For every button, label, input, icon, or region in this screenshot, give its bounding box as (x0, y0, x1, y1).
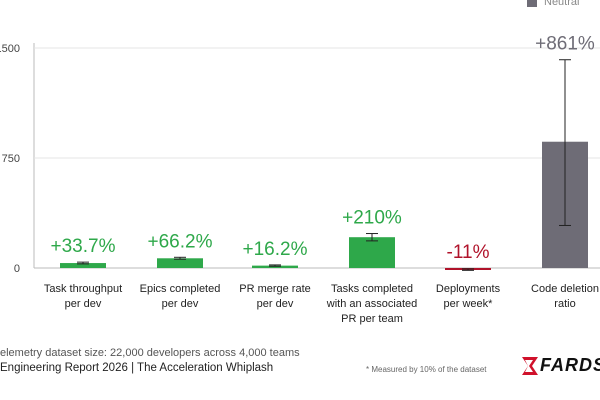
y-tick-label: 0 (14, 263, 20, 275)
data-label: +210% (342, 208, 402, 229)
data-label: +33.7% (51, 236, 116, 257)
footnote: * Measured by 10% of the dataset (366, 365, 487, 374)
dataset-size-text: elemetry dataset size: 22,000 developers… (0, 347, 300, 359)
bar-chart: 0 750 1500 +33.7% Task throughput per dev +66.… (0, 34, 600, 325)
data-label: +16.2% (243, 239, 308, 260)
bar (252, 265, 298, 268)
x-tick-label: PR per team (341, 313, 403, 325)
x-tick-label: PR merge rate (239, 283, 311, 295)
bar (349, 237, 395, 268)
x-tick-label: per dev (162, 298, 199, 310)
data-label: +66.2% (148, 231, 213, 252)
data-label: +861% (535, 34, 595, 55)
x-tick-label: Code deletion (531, 283, 599, 295)
x-tick-label: per dev (257, 298, 294, 310)
x-tick-label: Tasks completed (331, 283, 413, 295)
bar (60, 263, 106, 268)
y-tick-label: 1500 (0, 43, 20, 55)
x-tick-label: per week* (444, 298, 494, 310)
legend-swatch-neutral (527, 0, 537, 7)
x-tick-label: Epics completed (140, 283, 221, 295)
data-label: -11% (447, 242, 490, 263)
brand-logo-icon (522, 357, 538, 375)
bar (157, 258, 203, 268)
x-tick-label: Task throughput (44, 283, 122, 295)
x-tick-label: per dev (65, 298, 102, 310)
x-tick-label: Deployments (436, 283, 501, 295)
y-tick-label: 750 (2, 153, 20, 165)
brand-wordmark: FARDS (540, 355, 600, 375)
x-tick-label: with an associated (326, 298, 418, 310)
report-title: Engineering Report 2026 | The Accelerati… (0, 362, 274, 374)
legend-label-neutral: Neutral (544, 0, 580, 8)
x-tick-label: ratio (554, 298, 575, 310)
